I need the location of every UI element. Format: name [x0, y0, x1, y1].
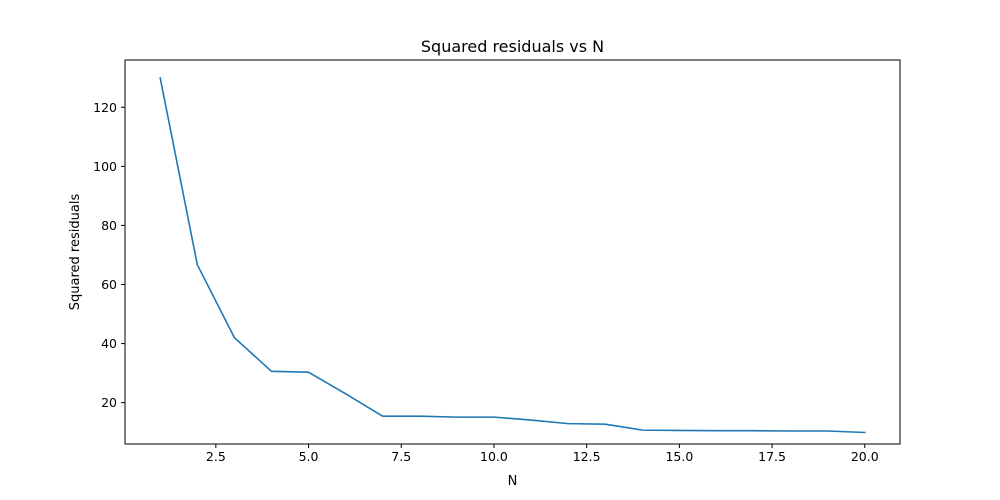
- y-axis: 20 40 60 80 100 120: [93, 100, 125, 410]
- plot-frame: [124, 59, 901, 445]
- y-tick-label: 120: [93, 100, 117, 115]
- data-point: [234, 337, 236, 339]
- x-tick-label: 5.0: [299, 449, 319, 464]
- data-point: [827, 430, 829, 432]
- x-tick-label: 7.5: [391, 449, 411, 464]
- data-point: [271, 371, 273, 373]
- data-point: [679, 430, 681, 432]
- data-point: [604, 423, 606, 425]
- data-point: [716, 430, 718, 432]
- data-point: [345, 393, 347, 395]
- y-axis-label: Squared residuals: [68, 194, 83, 311]
- y-tick-label: 100: [93, 159, 117, 174]
- data-point: [159, 77, 161, 79]
- y-tick-label: 60: [101, 277, 117, 292]
- data-point: [567, 423, 569, 425]
- y-tick-label: 80: [101, 218, 117, 233]
- data-point: [753, 430, 755, 432]
- chart-title: Squared residuals vs N: [421, 37, 604, 56]
- data-point: [456, 416, 458, 418]
- data-point: [864, 432, 866, 434]
- data-point: [382, 415, 384, 417]
- data-point: [197, 264, 199, 266]
- x-axis-label: N: [508, 474, 518, 489]
- y-tick-label: 40: [101, 336, 117, 351]
- data-point: [419, 415, 421, 417]
- series-line: [159, 77, 866, 434]
- x-tick-label: 20.0: [851, 449, 879, 464]
- plot-area: [159, 77, 866, 434]
- x-tick-label: 15.0: [665, 449, 693, 464]
- x-axis: 2.5 5.0 7.5 10.0 12.5 15.0 17.5 20.0: [206, 444, 879, 464]
- x-tick-label: 12.5: [573, 449, 601, 464]
- data-point: [790, 430, 792, 432]
- data-point: [493, 416, 495, 418]
- x-tick-label: 10.0: [480, 449, 508, 464]
- x-tick-label: 2.5: [206, 449, 226, 464]
- data-point: [308, 371, 310, 373]
- y-tick-label: 20: [101, 395, 117, 410]
- x-tick-label: 17.5: [758, 449, 786, 464]
- data-point: [641, 429, 643, 431]
- data-point: [530, 419, 532, 421]
